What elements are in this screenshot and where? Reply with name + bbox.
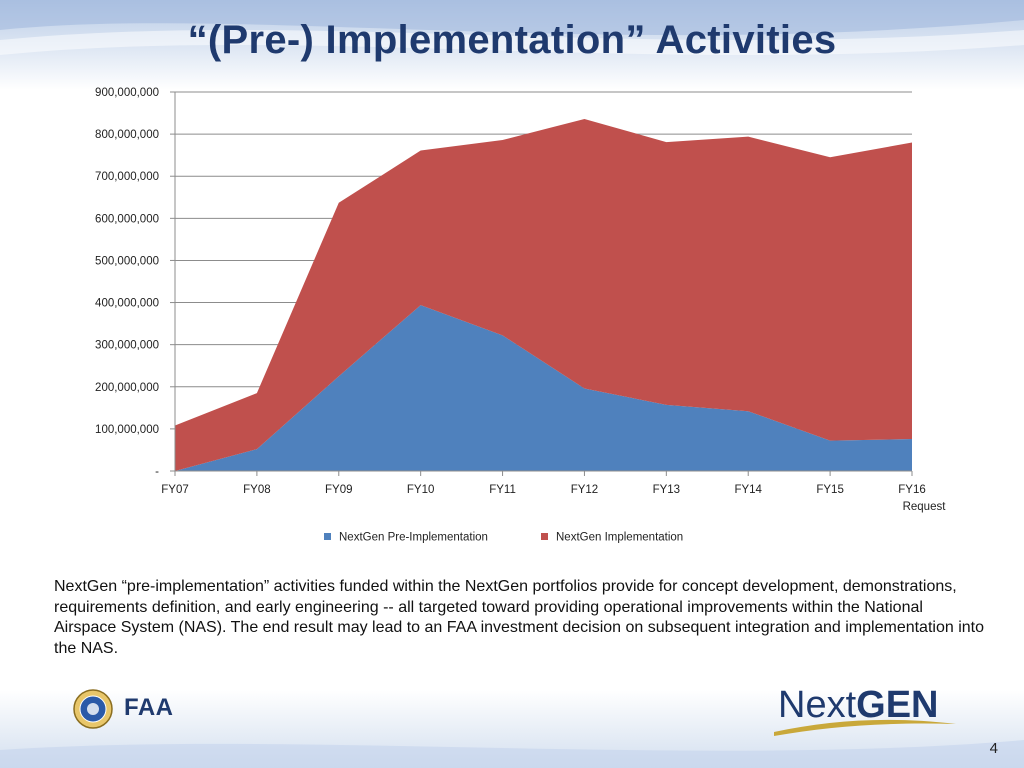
nextgen-swoosh-icon	[774, 719, 956, 736]
y-tick-label: 400,000,000	[95, 298, 159, 310]
legend-label: NextGen Pre-Implementation	[339, 532, 488, 544]
x-tick-label: FY13	[653, 484, 681, 496]
x-tick-label: FY11	[489, 484, 516, 496]
area-series	[175, 118, 912, 471]
x-tick-label: FY10	[407, 484, 435, 496]
y-tick-label: -	[155, 466, 159, 478]
x-tick-label: FY14	[734, 484, 762, 496]
legend: NextGen Pre-Implementation NextGen Implem…	[324, 532, 683, 544]
faa-wordmark: FAA	[124, 694, 174, 721]
footer-background	[0, 690, 1024, 768]
y-tick-label: 100,000,000	[95, 424, 159, 436]
slide-title: “(Pre-) Implementation” Activities	[187, 18, 837, 62]
nextgen-logo	[774, 719, 956, 736]
x-tick-label: FY07	[161, 484, 189, 496]
nextgen-next-text: Next	[778, 684, 857, 726]
legend-swatch	[324, 533, 331, 540]
description-text: NextGen “pre-implementation” activities …	[54, 578, 984, 657]
y-tick-label: 700,000,000	[95, 171, 159, 183]
y-tick-label: 900,000,000	[95, 87, 159, 99]
nextgen-wordmark: NextGEN	[778, 684, 939, 727]
page-number: 4	[989, 740, 998, 757]
x-tick-label: FY15	[816, 484, 844, 496]
nextgen-gen-text: GEN	[856, 684, 939, 726]
x-tick-label: Request	[903, 501, 947, 513]
y-tick-label: 300,000,000	[95, 340, 159, 352]
y-tick-label: 600,000,000	[95, 213, 159, 225]
legend-swatch	[541, 533, 548, 540]
stacked-area-chart: - 100,000,000 200,000,000 300,000,000 400,00…	[95, 87, 946, 544]
series-area	[175, 118, 912, 471]
x-tick-label: FY16	[898, 484, 926, 496]
legend-label: NextGen Implementation	[556, 532, 683, 544]
faa-logo	[73, 689, 113, 729]
header-background	[0, 0, 1024, 90]
x-tick-label: FY12	[571, 484, 599, 496]
x-tick-label: FY08	[243, 484, 271, 496]
slide-description: NextGen “pre-implementation” activities …	[54, 577, 984, 659]
y-tick-label: 500,000,000	[95, 255, 159, 267]
series-area	[175, 305, 912, 471]
y-tick-label: 200,000,000	[95, 382, 159, 394]
x-tick-label: FY09	[325, 484, 353, 496]
axes: - 100,000,000 200,000,000 300,000,000 400,00…	[95, 87, 946, 513]
y-tick-label: 800,000,000	[95, 129, 159, 141]
